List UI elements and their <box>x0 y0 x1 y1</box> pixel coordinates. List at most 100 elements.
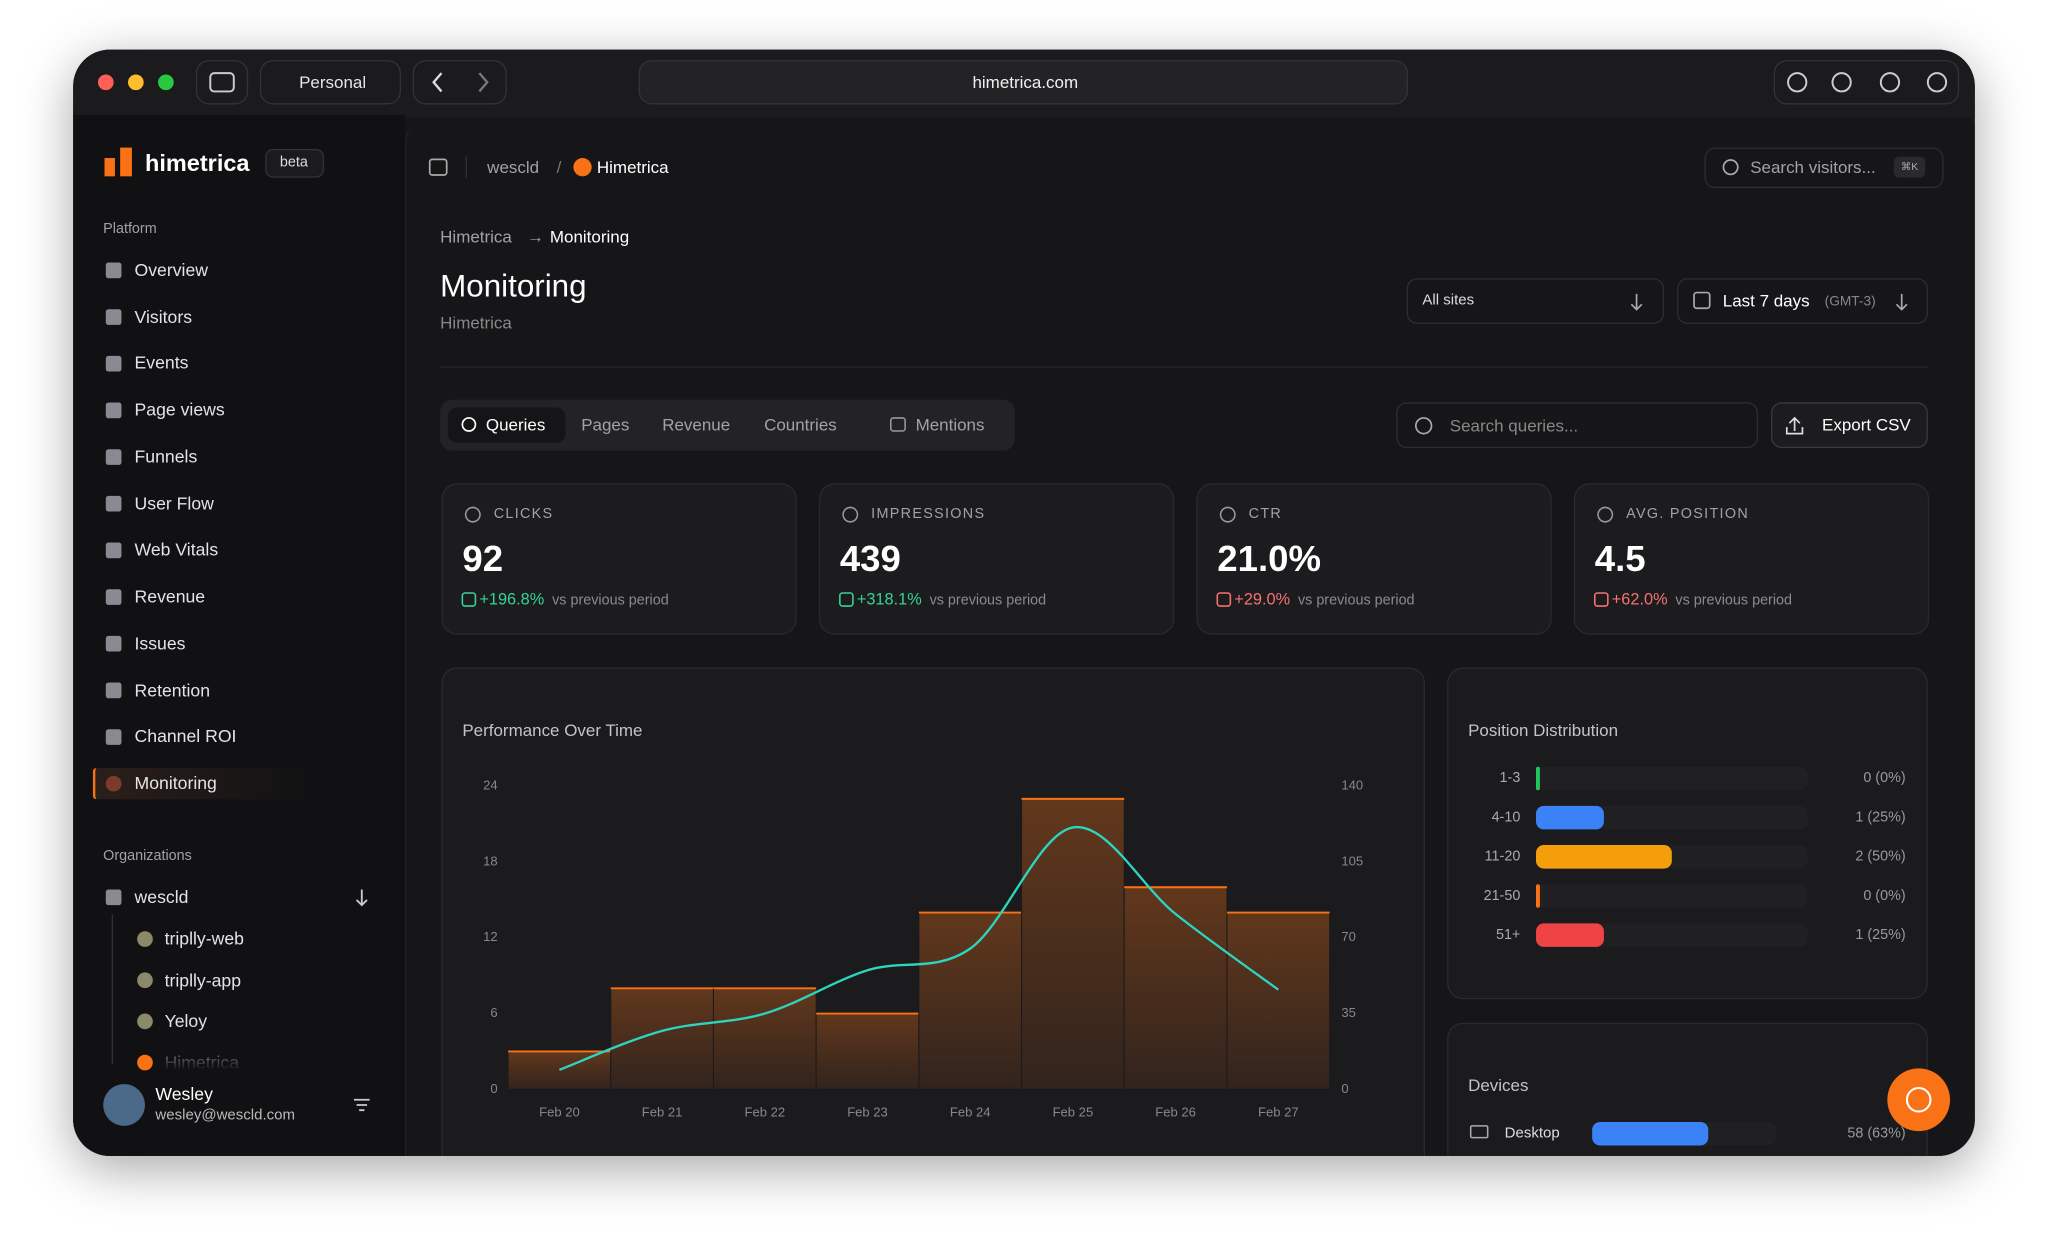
site-filter[interactable] <box>1406 278 1664 324</box>
logo-bar <box>104 158 115 177</box>
browser-window: Personal himetrica.com himetrica beta Platfo… <box>73 49 1975 1156</box>
stat-note: vs previous period <box>1675 592 1793 609</box>
breadcrumb: Himetrica <box>440 226 512 247</box>
help-button[interactable] <box>1887 1068 1951 1132</box>
value-label: 0 (0%) <box>1863 888 1905 904</box>
bar <box>1535 884 1540 908</box>
workspace: wescld <box>487 157 540 177</box>
shortcut-badge <box>1893 156 1926 178</box>
org-expand <box>355 889 368 907</box>
tab[interactable]: Mentions <box>915 414 985 435</box>
trend-icon <box>1593 592 1609 607</box>
nav-icon <box>105 682 122 699</box>
nav-icon <box>105 775 122 792</box>
chart-title: Performance Over Time <box>462 721 642 740</box>
x-tick-label: Feb 20 <box>539 1104 580 1119</box>
y-tick-label: 18 <box>483 853 498 868</box>
nav-label: Events <box>134 353 189 374</box>
y2-tick-label: 35 <box>1341 1005 1356 1020</box>
bar-track <box>1535 884 1808 908</box>
date-filter[interactable] <box>1677 278 1928 324</box>
project-name: triplly-app <box>164 970 242 990</box>
stat-note: vs previous period <box>929 592 1047 609</box>
bar-label: 1-3 <box>1500 770 1521 786</box>
nav-label: Page views <box>134 400 225 420</box>
nav-label: User Flow <box>134 493 214 514</box>
project-icon <box>137 1054 153 1071</box>
y2-tick-label: 105 <box>1341 853 1363 868</box>
window-control <box>158 74 174 91</box>
toolbar-buttons[interactable] <box>1773 60 1960 105</box>
search-icon <box>1414 417 1433 435</box>
sidebar-fade <box>73 1031 405 1072</box>
trend-icon <box>461 592 477 607</box>
nav-active-bg[interactable] <box>92 768 307 800</box>
filter-icon <box>353 1098 370 1112</box>
bar <box>1535 805 1604 830</box>
tab[interactable]: Queries <box>485 414 546 435</box>
bar-label: Desktop <box>1505 1125 1560 1142</box>
window-control <box>127 74 144 91</box>
graphics: Performance Over Time 0 6 12 18 24 0 35 70 105 140… <box>97 72 1951 1146</box>
bar <box>712 987 817 1090</box>
window-control <box>97 74 114 91</box>
tab[interactable]: Countries <box>764 414 837 435</box>
stat-note: vs previous period <box>1297 592 1415 609</box>
stat-label: AVG. POSITION <box>1626 506 1750 522</box>
nav-buttons[interactable] <box>412 60 507 105</box>
org-name: wescld <box>134 887 189 907</box>
shortcut: ⌘K <box>1900 160 1919 173</box>
window-content: Personal himetrica.com himetrica beta Platfo… <box>73 49 1975 1156</box>
query-search[interactable] <box>1396 402 1759 448</box>
value-label: 0 (0%) <box>1863 770 1905 786</box>
nav-label: Issues <box>134 633 186 654</box>
export-button[interactable] <box>1771 402 1928 448</box>
bar <box>1021 798 1125 1090</box>
value-label: 58 (63%) <box>1847 1126 1905 1142</box>
bar <box>1535 845 1672 869</box>
query-search-placeholder: Search queries... <box>1449 415 1579 436</box>
x-tick-label: Feb 23 <box>847 1104 888 1119</box>
sidebar-toggle[interactable] <box>195 60 249 105</box>
user-email: wesley@wescld.com <box>155 1107 296 1124</box>
nav-label: Retention <box>134 680 211 700</box>
nav-label: Revenue <box>134 586 206 607</box>
profile-button[interactable] <box>259 60 401 105</box>
nav-icon <box>105 449 122 465</box>
stat-card <box>441 483 797 635</box>
project-icon <box>137 1013 153 1030</box>
tab[interactable]: Revenue <box>662 414 731 435</box>
nav-label: Monitoring <box>134 773 217 794</box>
nav-icon <box>105 542 122 559</box>
bar <box>918 912 1023 1090</box>
bar-label: 51+ <box>1496 927 1520 943</box>
nav-icon <box>105 635 122 652</box>
nav-icon <box>105 402 122 419</box>
beta-badge-text: beta <box>279 154 308 171</box>
nav-label: Visitors <box>134 306 193 327</box>
mentions-icon <box>889 417 906 432</box>
back-icon <box>432 72 443 93</box>
stat-change: +318.1% <box>856 590 922 609</box>
x-tick-label: Feb 21 <box>642 1104 683 1119</box>
nav-label: Overview <box>134 260 209 280</box>
project-icon <box>137 931 153 947</box>
visitor-search[interactable] <box>1704 147 1944 189</box>
x-tick-label: Feb 27 <box>1258 1104 1299 1119</box>
address-bar[interactable] <box>638 60 1408 105</box>
chart-title: Devices <box>1468 1076 1528 1095</box>
section-heading: Platform <box>103 221 157 238</box>
y2-tick-label: 70 <box>1341 929 1356 944</box>
trend-icon <box>1216 592 1232 607</box>
stat-icon <box>1597 506 1614 523</box>
y-tick-label: 6 <box>490 1005 497 1020</box>
stat-change-row: +318.1% vs previous period <box>857 589 1046 610</box>
help-icon <box>1905 1086 1932 1113</box>
project-name: Yeloy <box>164 1011 208 1031</box>
tab[interactable]: Pages <box>581 414 630 435</box>
url: himetrica.com <box>972 72 1079 93</box>
calendar-icon <box>1693 291 1711 310</box>
bar <box>1226 912 1331 1090</box>
tab-active[interactable] <box>447 407 566 443</box>
